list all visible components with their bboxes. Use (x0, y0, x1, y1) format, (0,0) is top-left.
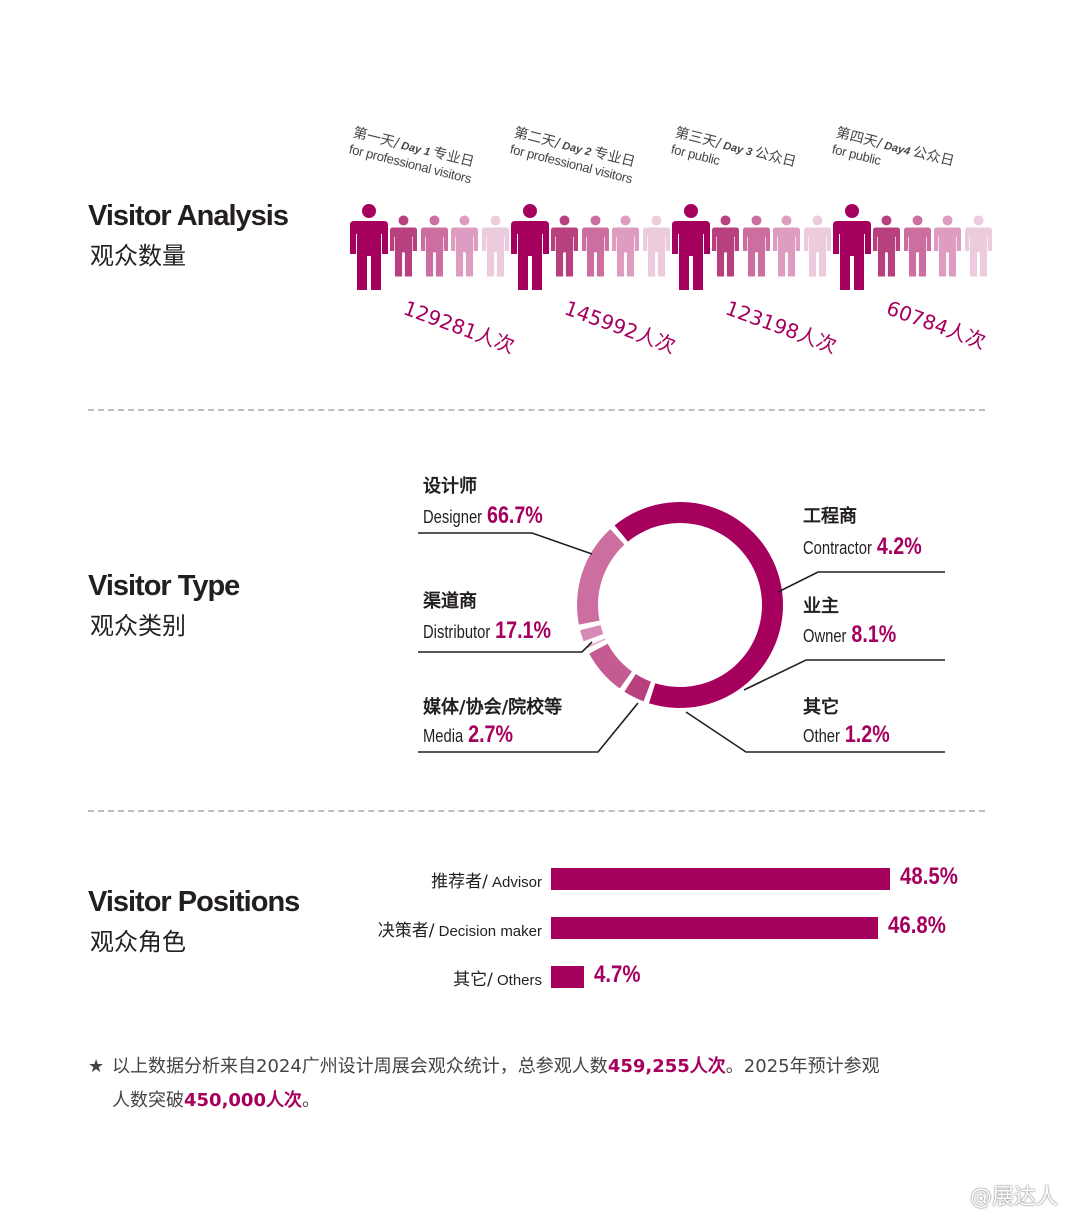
person-icon (934, 215, 961, 277)
slice-label-designer: Designer 66.7% (423, 502, 543, 530)
slice-pct: 66.7% (486, 502, 543, 529)
slice-pct: 4.2% (876, 533, 922, 560)
section-title-positions: Visitor Positions (88, 886, 300, 918)
leader-line-other (685, 711, 945, 753)
person-icon (803, 215, 831, 277)
slice-pct: 1.2% (844, 721, 890, 748)
footnote-total: 459,255人次 (607, 1056, 726, 1077)
person-icon (712, 215, 739, 277)
slice-label-owner: Owner 8.1% (803, 621, 896, 649)
position-label: 推荐者/ Advisor (431, 867, 542, 892)
position-bar (551, 917, 879, 939)
footnote-text-1: 以上数据分析来自2024广州设计周展会观众统计，总参观人数 (112, 1056, 608, 1077)
footnote-line-2: 人数突破450,000人次。 (88, 1084, 988, 1118)
section-divider (88, 409, 985, 411)
slice-label-cn-contractor: 工程商 (803, 506, 857, 527)
section-title-analysis: Visitor Analysis (88, 200, 289, 232)
person-icon (833, 204, 871, 290)
person-icon (964, 215, 992, 277)
position-value-label: 4.7% (593, 961, 641, 988)
slice-label-cn-other: 其它 (803, 697, 839, 718)
position-bar (551, 868, 890, 890)
slice-label-cn-media: 媒体/协会/院校等 (423, 697, 563, 718)
person-icon (773, 215, 800, 277)
person-icon (390, 215, 417, 277)
leader-line-designer (418, 532, 593, 555)
slice-pct: 2.7% (468, 721, 513, 748)
person-icon (672, 204, 710, 290)
person-icon (350, 204, 388, 290)
donut-slice-distributor (577, 529, 625, 625)
footnote-text-2: 。2025年预计参观 (725, 1056, 880, 1077)
slice-label-cn-distributor: 渠道商 (423, 591, 477, 612)
slice-label-other: Other 1.2% (803, 721, 890, 749)
person-icon (420, 215, 448, 277)
star-icon: ★ (88, 1056, 105, 1077)
leader-line-media (418, 702, 639, 753)
position-label-cn: 决策者/ (377, 921, 435, 941)
position-label-en: Decision maker (434, 923, 542, 940)
slice-pct: 17.1% (495, 617, 551, 644)
section-subtitle-positions: 观众角色 (90, 928, 186, 956)
position-label-cn: 推荐者/ (431, 872, 488, 892)
footnote-line-1: ★ 以上数据分析来自2024广州设计周展会观众统计，总参观人数459,255人次。… (88, 1050, 988, 1084)
person-icon (873, 215, 900, 277)
footnote-forecast: 450,000人次 (184, 1090, 302, 1111)
position-label: 决策者/ Decision maker (378, 916, 542, 941)
position-label-en: Advisor (487, 874, 542, 891)
section-subtitle-analysis: 观众数量 (90, 242, 186, 270)
person-icon (581, 215, 609, 277)
slice-label-en: Contractor (803, 538, 872, 558)
footnote-text-4: 。 (301, 1090, 320, 1111)
visitor-type-donut-chart (418, 501, 945, 753)
section-divider (88, 810, 985, 812)
donut-slice-media (580, 625, 604, 642)
watermark: @展达人 (969, 1185, 1058, 1210)
person-icon (903, 215, 931, 277)
slice-pct: 8.1% (851, 621, 897, 648)
person-icon (642, 215, 670, 277)
donut-slice-designer (614, 501, 784, 708)
leader-line-distributor (418, 641, 593, 653)
slice-label-media: Media 2.7% (423, 721, 513, 749)
person-icon (451, 215, 478, 277)
slice-label-cn-owner: 业主 (803, 596, 839, 617)
slice-label-contractor: Contractor 4.2% (803, 533, 922, 561)
footnote: ★ 以上数据分析来自2024广州设计周展会观众统计，总参观人数459,255人次。… (88, 1050, 988, 1118)
slice-label-en: Media (423, 726, 464, 746)
position-label-cn: 其它/ (453, 970, 493, 990)
position-label-en: Others (492, 972, 542, 989)
position-value-label: 48.5% (900, 863, 958, 890)
slice-label-en: Distributor (423, 622, 491, 642)
leader-line-owner (743, 659, 945, 691)
slice-label-en: Owner (803, 626, 847, 646)
donut-slice-contractor (624, 674, 651, 702)
leader-line-contractor (777, 571, 945, 593)
slice-label-distributor: Distributor 17.1% (423, 617, 551, 645)
person-icon (481, 215, 509, 277)
position-bar (551, 966, 584, 988)
footnote-text-3: 人数突破 (112, 1090, 184, 1111)
section-subtitle-type: 观众类别 (90, 612, 186, 640)
position-label: 其它/ Others (453, 965, 542, 990)
donut-slice-other (585, 638, 606, 649)
slice-label-en: Other (803, 726, 840, 746)
slice-label-cn-designer: 设计师 (423, 476, 477, 497)
donut-slice-owner (589, 643, 632, 689)
person-icon (742, 215, 770, 277)
position-value-label: 46.8% (888, 912, 946, 939)
slice-label-en: Designer (423, 507, 483, 527)
person-icon (551, 215, 578, 277)
person-icon (612, 215, 639, 277)
person-icon (511, 204, 549, 290)
section-title-type: Visitor Type (88, 570, 240, 602)
